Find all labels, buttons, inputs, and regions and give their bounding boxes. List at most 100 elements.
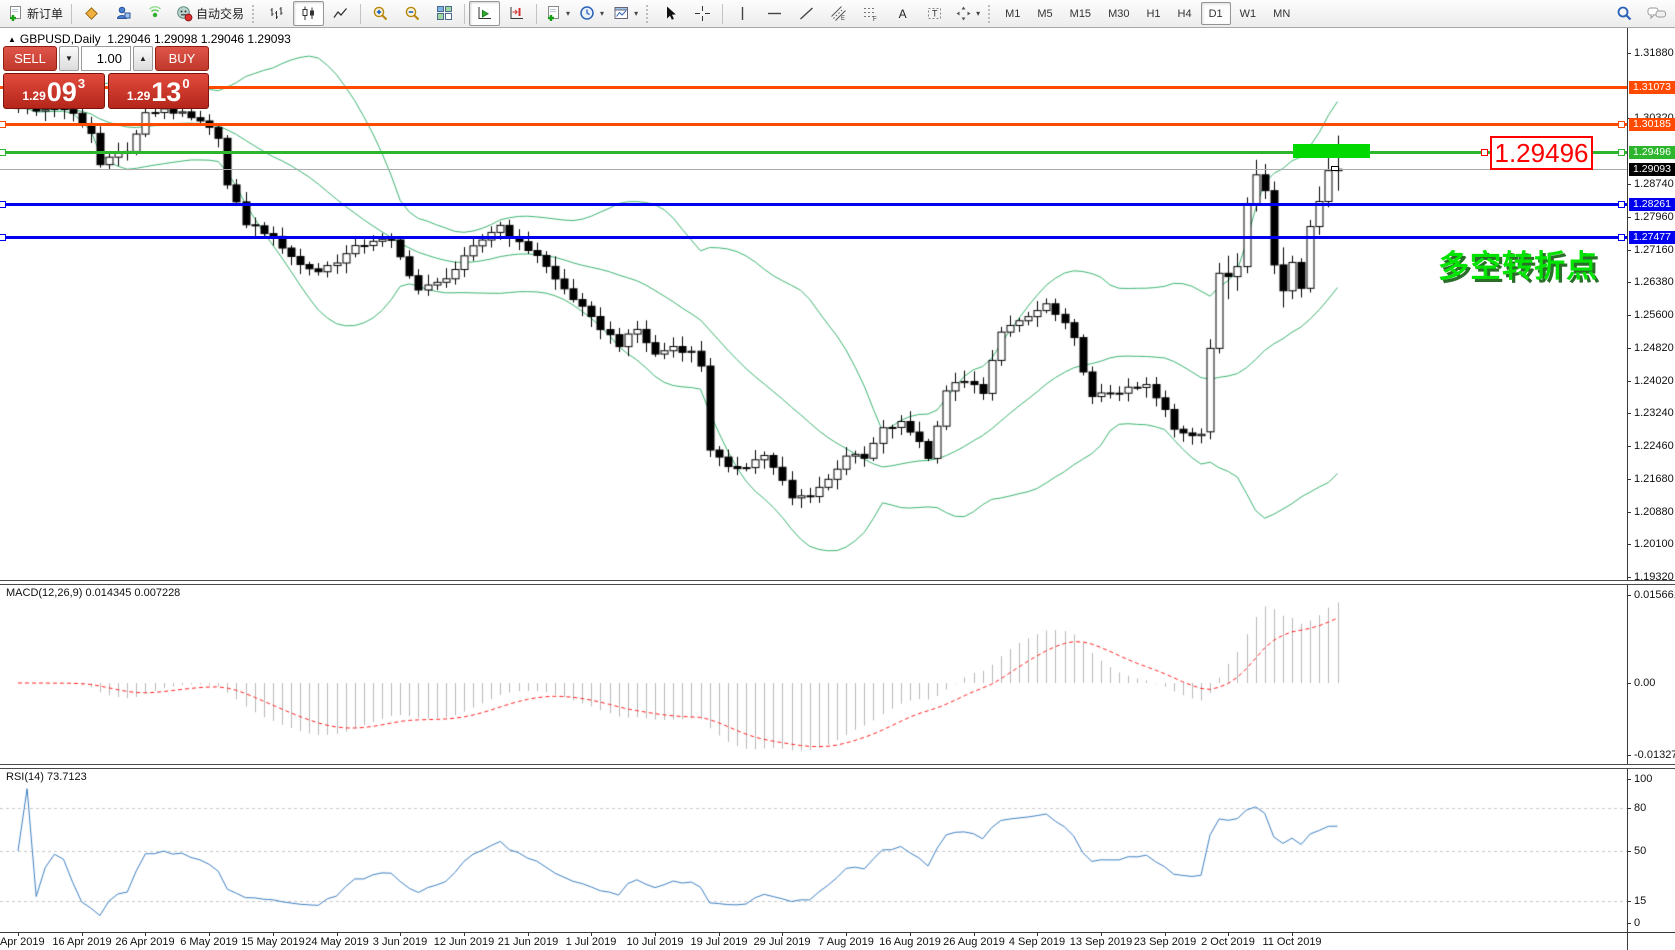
candlestick-chart-button[interactable] — [293, 1, 325, 26]
cursor-button[interactable] — [655, 1, 686, 26]
text-button[interactable]: A — [887, 1, 918, 26]
level-handle-right[interactable] — [1618, 149, 1625, 156]
level-handle-left[interactable] — [0, 149, 6, 156]
rsi-tick-label: 50 — [1634, 845, 1647, 857]
date-tick — [1101, 933, 1102, 936]
level-handle-left[interactable] — [0, 201, 6, 208]
toolbar-grip[interactable] — [988, 4, 993, 23]
level-line[interactable] — [0, 86, 1627, 89]
crosshair-button[interactable] — [687, 1, 718, 26]
macd-tick-mark — [1627, 595, 1631, 596]
level-handle-right[interactable] — [1618, 234, 1625, 241]
chat-button[interactable] — [1641, 1, 1672, 26]
timeframe-h1-button[interactable]: H1 — [1146, 7, 1161, 20]
timeframe-d1-button[interactable]: D1 — [1200, 2, 1231, 25]
price-tick-label: 1.21680 — [1634, 473, 1674, 485]
macd-rsi-separator[interactable] — [0, 764, 1675, 769]
date-tick — [1228, 933, 1229, 936]
level-handle-left[interactable] — [0, 234, 6, 241]
price-tick-mark — [1627, 315, 1631, 316]
main-macd-separator[interactable] — [0, 580, 1675, 585]
timeframe-m15-button[interactable]: M15 — [1069, 7, 1092, 20]
price-tick-mark — [1627, 512, 1631, 513]
date-label: 2 Oct 2019 — [1201, 936, 1255, 948]
level-handle-right[interactable] — [1618, 201, 1625, 208]
level-price-badge: 1.30185 — [1629, 118, 1675, 131]
svg-text:T: T — [932, 9, 938, 19]
zoom-out-button[interactable] — [397, 1, 428, 26]
price-callout[interactable]: 1.29496 — [1490, 136, 1593, 170]
metaeditor-button[interactable] — [108, 1, 139, 26]
bar-chart-icon — [268, 5, 285, 22]
date-label: 12 Jun 2019 — [433, 936, 495, 948]
date-tick — [400, 933, 401, 936]
price-tick-label: 1.26380 — [1634, 276, 1674, 288]
tile-windows-icon — [436, 5, 453, 22]
symbol-period-label: GBPUSD,Daily — [19, 32, 101, 46]
date-tick — [974, 933, 975, 936]
date-tick — [655, 933, 656, 936]
trendline-button[interactable] — [791, 1, 822, 26]
channel-button[interactable]: E — [823, 1, 854, 26]
arrows-dropdown[interactable]: ▾ — [951, 1, 984, 26]
buy-price-pip: 0 — [182, 76, 190, 91]
toolbar-grip[interactable] — [252, 4, 257, 23]
chart-shift-button[interactable] — [501, 1, 532, 26]
periods-dropdown[interactable]: ▾ — [575, 1, 608, 26]
date-label: 24 May 2019 — [305, 936, 369, 948]
sell-price-button[interactable]: 1.29 09 3 — [3, 73, 105, 109]
text-label-button[interactable]: T — [919, 1, 950, 26]
callout-handle[interactable] — [1481, 149, 1488, 156]
turning-point-annotation[interactable]: 多空转折点 — [1438, 249, 1598, 284]
fibonacci-button[interactable]: F — [855, 1, 886, 26]
price-tick-label: 1.27960 — [1634, 211, 1674, 223]
timeframe-h4-button[interactable]: H4 — [1177, 7, 1192, 20]
timeframe-w1-button[interactable]: W1 — [1239, 7, 1257, 20]
tile-windows-button[interactable] — [429, 1, 460, 26]
timeframe-m5-button[interactable]: M5 — [1037, 7, 1053, 20]
marketplace-button[interactable] — [76, 1, 107, 26]
new-order-button[interactable]: 新订单 — [3, 1, 67, 26]
level-handle-right[interactable] — [1618, 121, 1625, 128]
vertical-line-button[interactable] — [727, 1, 758, 26]
line-chart-button[interactable] — [325, 1, 356, 26]
search-button[interactable] — [1609, 1, 1640, 26]
price-tick-mark — [1627, 413, 1631, 414]
volume-increase-button[interactable]: ▲ — [133, 46, 153, 71]
level-line[interactable] — [0, 151, 1627, 154]
level-line[interactable] — [0, 123, 1627, 126]
date-label: 4 Sep 2019 — [1008, 936, 1066, 948]
highlight-rectangle[interactable] — [1293, 144, 1370, 158]
signals-button[interactable] — [140, 1, 171, 26]
volume-input[interactable] — [81, 46, 131, 71]
buy-button[interactable]: BUY — [155, 46, 209, 71]
collapse-arrow-icon[interactable]: ▲ — [8, 35, 16, 44]
new-chart-dropdown[interactable]: ▾ — [541, 1, 574, 26]
auto-scroll-button[interactable] — [469, 1, 501, 26]
bar-chart-button[interactable] — [261, 1, 292, 26]
buy-price-button[interactable]: 1.29 13 0 — [107, 73, 209, 109]
level-line[interactable] — [0, 236, 1627, 239]
date-label: 19 Jul 2019 — [690, 936, 748, 948]
level-line[interactable] — [0, 203, 1627, 206]
templates-icon — [613, 5, 630, 22]
level-handle-left[interactable] — [0, 121, 6, 128]
sell-button[interactable]: SELL — [3, 46, 57, 71]
crosshair-icon — [694, 5, 711, 22]
timeframe-m30-button[interactable]: M30 — [1108, 7, 1130, 20]
timeframe-mn-button[interactable]: MN — [1273, 7, 1291, 20]
chevron-down-icon: ▾ — [634, 9, 639, 18]
autotrading-button[interactable]: 自动交易 — [172, 1, 248, 26]
price-tick-mark — [1627, 184, 1631, 185]
volume-decrease-button[interactable]: ▼ — [59, 46, 79, 71]
toolbar-grip[interactable] — [646, 4, 651, 23]
timeframe-m1-button[interactable]: M1 — [1005, 7, 1021, 20]
date-tick — [528, 933, 529, 936]
macd-label: MACD(12,26,9) 0.014345 0.007228 — [6, 587, 181, 599]
zoom-in-button[interactable] — [365, 1, 396, 26]
date-tick — [846, 933, 847, 936]
horizontal-line-button[interactable] — [759, 1, 790, 26]
templates-dropdown[interactable]: ▾ — [609, 1, 642, 26]
